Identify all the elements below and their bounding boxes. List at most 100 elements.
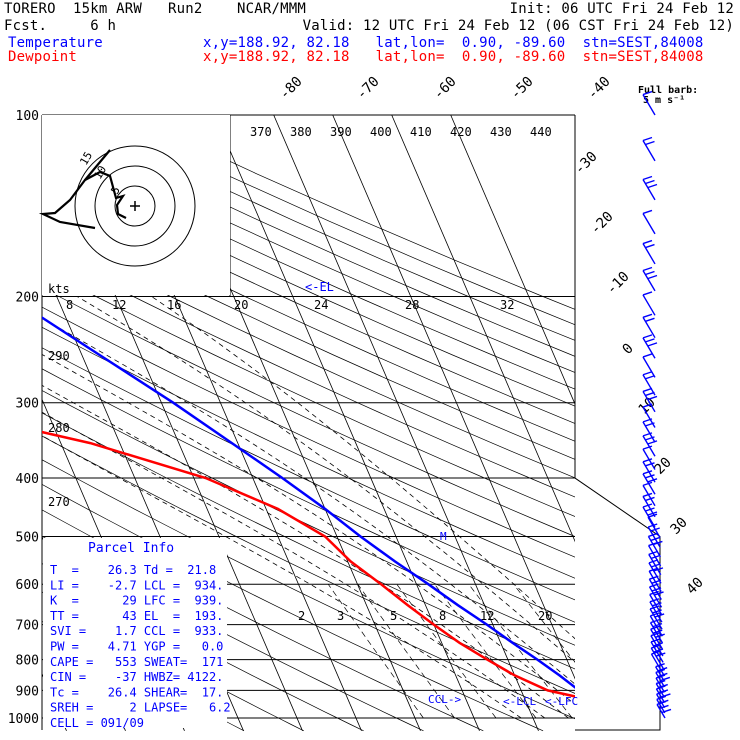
wind-barb-flag — [642, 353, 653, 358]
hodograph-trace — [38, 170, 127, 230]
wind-barb-flag — [647, 523, 658, 528]
thetae-label: 8 — [66, 298, 73, 312]
pressure-tick-label: 900 — [16, 684, 39, 699]
wind-barb-flag — [657, 667, 668, 672]
wind-barb-flag — [645, 507, 655, 512]
wind-barb-staff — [656, 698, 666, 714]
wind-barb-flag — [642, 136, 653, 142]
wind-barb-flag — [642, 418, 653, 423]
mixing-ratio-line — [327, 583, 424, 719]
wind-barb — [648, 559, 664, 584]
el-annotation: <-EL — [305, 280, 334, 294]
isotherm-label: 40 — [684, 575, 707, 598]
hodograph-units: kts — [48, 282, 70, 296]
wind-barb — [642, 313, 656, 339]
theta-label: 440 — [530, 125, 552, 139]
wind-barb-staff — [647, 526, 661, 548]
thetae-label: 20 — [234, 298, 248, 312]
wind-barb-flag — [653, 648, 663, 653]
wind-barb-flag — [654, 591, 664, 596]
wind-barb — [642, 209, 656, 235]
dry-adiabat-line — [42, 147, 575, 390]
mixing-ratio-label: 12 — [480, 609, 494, 623]
wind-barb — [642, 458, 656, 483]
wind-barb-flag — [652, 602, 662, 607]
theta-label: 390 — [330, 125, 352, 139]
wind-barb-flag — [645, 270, 655, 276]
parcel-info-row: PW = 4.71 YGP = 0.0 — [50, 640, 223, 654]
wind-barb-flag — [653, 567, 664, 572]
wind-barb-staff — [642, 421, 656, 443]
theta-label: 380 — [290, 125, 312, 139]
wind-barb-staff — [642, 243, 656, 265]
wind-barb-staff — [642, 140, 656, 162]
wind-barb-staff — [642, 391, 656, 413]
wind-barb-staff — [656, 693, 666, 709]
wind-barb — [642, 239, 656, 265]
header-forecast-hour: Fcst. 6 h — [4, 18, 117, 34]
dry-adiabat-label: 270 — [48, 495, 70, 509]
wind-barb — [642, 334, 658, 359]
wind-barb-staff — [656, 704, 666, 719]
isotherm-line — [391, 114, 575, 543]
wind-barb-flag — [649, 583, 659, 588]
wind-barb-flag — [656, 652, 666, 657]
wind-barb-flag — [650, 625, 660, 630]
wind-barb-staff — [642, 435, 656, 457]
wind-barb-flag — [647, 440, 658, 445]
wind-barb-staff — [642, 316, 656, 339]
thetae-label: 12 — [112, 298, 126, 312]
wind-barb-flag — [642, 209, 653, 215]
parcel-info-row: Tc = 26.4 SHEAR= 17. — [50, 685, 223, 699]
wind-barb-flag — [647, 183, 658, 189]
wind-barb-flag — [647, 478, 658, 483]
wind-barb — [655, 674, 666, 692]
dry-adiabat-line — [42, 306, 575, 558]
wind-barb-flag — [660, 676, 671, 682]
dry-adiabat-label: 290 — [48, 349, 70, 363]
wind-barb — [642, 371, 656, 396]
wind-barb-flag — [649, 605, 660, 610]
wind-barb-staff — [655, 683, 665, 698]
wind-barb-flag — [650, 638, 661, 643]
temperature-profile-line — [42, 316, 575, 689]
isotherm-label: -70 — [354, 74, 383, 103]
isotherm-line — [450, 114, 575, 406]
moist-adiabat-line — [42, 411, 546, 719]
dry-adiabat-line — [42, 131, 575, 373]
wind-barb-flag — [645, 317, 655, 322]
wind-barb-flag — [642, 334, 653, 339]
mixing-ratio-label: 2 — [298, 609, 305, 623]
wind-barb-flag — [659, 704, 669, 710]
wind-barb-flag — [655, 674, 666, 679]
pressure-tick-label: 100 — [16, 109, 39, 124]
wind-barb-flag — [652, 629, 663, 634]
pressure-tick-label: 600 — [16, 578, 39, 593]
isotherm-label: -30 — [572, 149, 601, 178]
barb-legend-title: Full barb: — [638, 85, 698, 96]
theta-label: 420 — [450, 125, 472, 139]
m-annotation: M — [440, 530, 447, 543]
hodograph-ring — [114, 185, 156, 227]
parcel-info-title: Parcel Info — [88, 541, 174, 556]
thetae-label: 24 — [314, 298, 328, 312]
wind-barb — [649, 605, 665, 630]
theta-label: 400 — [370, 125, 392, 139]
wind-barb-flag — [647, 395, 658, 401]
thetae-label: 16 — [167, 298, 181, 312]
wind-barb-flag — [649, 598, 660, 603]
dry-adiabat-line — [42, 180, 575, 424]
wind-barb-flag — [655, 663, 665, 668]
wind-barb — [642, 136, 656, 162]
wind-barb-flag — [651, 644, 661, 649]
wind-barb — [642, 291, 656, 316]
moist-adiabat-line — [42, 317, 575, 685]
wind-barb-flag — [647, 511, 658, 516]
legend-temperature: Temperature — [8, 35, 103, 51]
isotherm-label: 30 — [668, 515, 691, 538]
dry-adiabat-label: 280 — [48, 421, 70, 435]
hodograph-ring-label: 10 — [91, 164, 109, 182]
pressure-tick-label: 300 — [16, 397, 39, 412]
wind-barb-staff — [655, 666, 665, 681]
